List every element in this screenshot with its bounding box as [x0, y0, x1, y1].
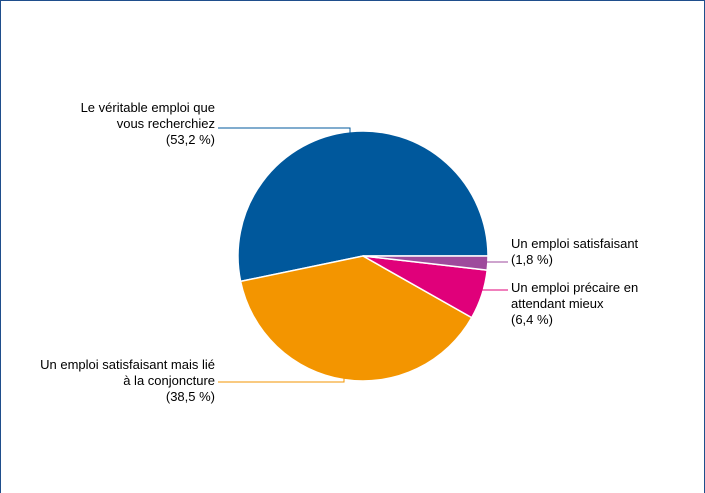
- slice-label: Un emploi satisfaisant (1,8 %): [511, 236, 701, 268]
- value-label: (1,8 %): [511, 252, 553, 267]
- leader-line: [218, 127, 351, 133]
- slice-label: Un emploi précaire en attendant mieux (6…: [511, 280, 681, 328]
- category-label: Un emploi satisfaisant: [511, 236, 639, 251]
- slice-label: Un emploi satisfaisant mais lié à la con…: [15, 357, 215, 405]
- category-label: Un emploi satisfaisant mais lié à la con…: [40, 357, 215, 388]
- value-label: (6,4 %): [511, 312, 553, 327]
- pie-slice: [362, 255, 489, 271]
- category-label: Un emploi précaire en attendant mieux: [511, 280, 639, 311]
- slice-label: Le véritable emploi que vous recherchiez…: [15, 100, 215, 148]
- value-label: (53,2 %): [165, 132, 215, 147]
- category-label: Le véritable emploi que vous recherchiez: [80, 100, 215, 131]
- leader-line: [218, 377, 345, 383]
- value-label: (38,5 %): [165, 389, 215, 404]
